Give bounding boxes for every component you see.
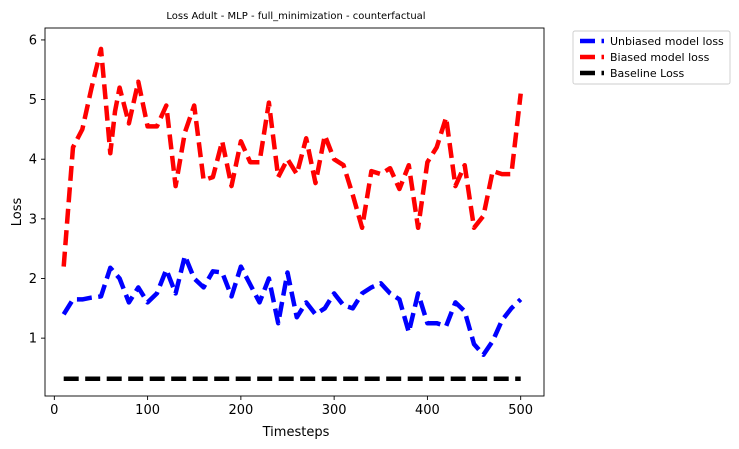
chart-title: Loss Adult - MLP - full_minimization - c… [166,11,425,22]
x-tick-label: 200 [228,403,253,418]
x-tick-label: 100 [135,403,160,418]
series-lines [61,46,523,381]
x-tick-label: 500 [508,403,533,418]
y-tick-label: 5 [29,93,37,108]
y-tick-label: 6 [29,33,37,48]
series-line-1 [61,253,523,358]
y-axis-ticks: 1 2 3 4 5 6 [29,33,45,347]
y-tick-label: 4 [29,153,37,168]
x-axis-label: Timesteps [262,425,330,440]
plot-area [44,27,545,397]
y-tick-label: 2 [29,272,37,287]
legend: Unbiased model loss Biased model loss Base… [572,30,731,85]
y-tick-label: 3 [29,212,37,227]
legend-label-2: Biased model loss [610,51,710,64]
legend-label-3: Baseline Loss [610,67,685,80]
series-line-2 [61,46,523,267]
legend-label-1: Unbiased model loss [610,35,724,48]
x-tick-label: 400 [415,403,440,418]
x-axis-ticks: 0 100 200 300 400 500 [50,396,533,418]
y-tick-label: 1 [29,332,37,347]
x-tick-label: 0 [50,403,58,418]
x-tick-label: 300 [322,403,347,418]
plot-frame [44,27,545,397]
y-axis-label: Loss [10,198,25,227]
legend-frame [572,30,731,85]
